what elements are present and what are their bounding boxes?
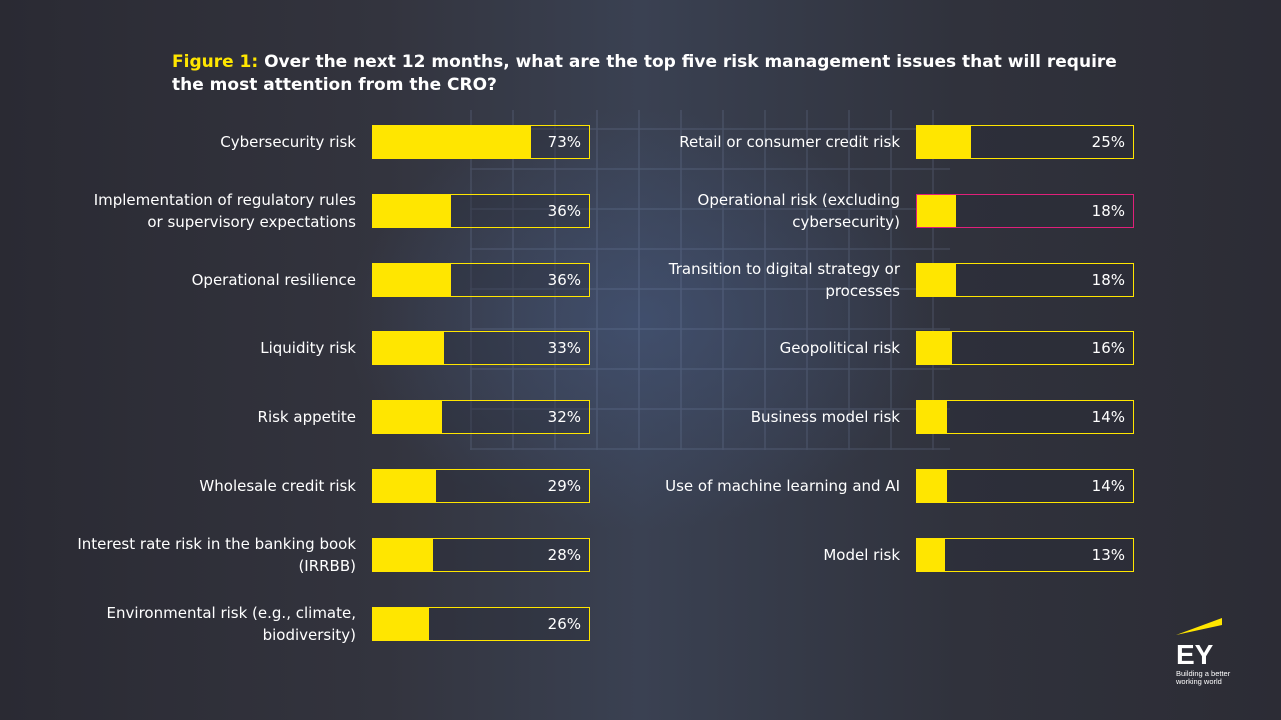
bar-row: Cybersecurity risk 73% (30, 125, 590, 159)
bar-fill (917, 332, 952, 365)
value-label: 36% (547, 201, 581, 220)
bar-fill (373, 401, 443, 434)
bar-track: 73% (372, 125, 590, 159)
bar-row: Geopolitical risk 16% (574, 331, 1134, 366)
category-label: Implementation of regulatory rules or su… (93, 190, 356, 231)
bar-row: Use of machine learning and AI 14% (574, 469, 1134, 503)
value-label: 33% (547, 339, 581, 358)
value-label: 14% (1091, 408, 1125, 427)
value-label: 25% (1091, 133, 1125, 151)
svg-text:EY: EY (1176, 639, 1214, 670)
bar-track: 16% (916, 331, 1134, 366)
bar-track: 18% (916, 193, 1134, 228)
bar-track: 28% (372, 537, 590, 572)
value-label: 73% (547, 133, 581, 151)
figure-label: Figure 1: (172, 52, 259, 72)
chart-title: Figure 1: Over the next 12 months, what … (172, 51, 1152, 97)
bar-fill (373, 194, 451, 227)
ey-logo: EY Building a better working world (1175, 618, 1246, 688)
bar-fill (917, 401, 948, 434)
bar-fill (373, 126, 531, 158)
background-window (470, 110, 950, 450)
bar-fill (917, 194, 956, 227)
bar-track: 18% (916, 262, 1134, 297)
category-label: Liquidity risk (260, 339, 356, 358)
category-label: Model risk (823, 545, 900, 564)
bar-fill (373, 470, 436, 502)
category-label: Operational risk (excluding cybersecurit… (697, 190, 900, 231)
category-label: Cybersecurity risk (220, 133, 356, 151)
value-label: 18% (1091, 270, 1125, 289)
value-label: 28% (547, 545, 581, 564)
bar-track: 36% (372, 262, 590, 297)
value-label: 26% (547, 614, 581, 633)
bar-fill (917, 126, 971, 158)
bar-track: 33% (372, 331, 590, 366)
bar-row: Wholesale credit risk 29% (30, 469, 590, 503)
value-label: 36% (547, 270, 581, 289)
bar-track: 26% (372, 606, 590, 641)
title-text: Over the next 12 months, what are the to… (172, 52, 1117, 95)
bar-row: Implementation of regulatory rules or su… (30, 191, 590, 231)
bar-track: 36% (372, 193, 590, 228)
value-label: 32% (547, 408, 581, 427)
bar-row: Interest rate risk in the banking book (… (30, 535, 590, 575)
value-label: 18% (1091, 201, 1125, 220)
value-label: 13% (1091, 545, 1125, 564)
category-label: Wholesale credit risk (199, 477, 356, 495)
bar-fill (373, 332, 445, 365)
bar-fill (373, 263, 451, 296)
bar-track: 29% (372, 469, 590, 503)
category-label: Interest rate risk in the banking book (… (77, 534, 356, 575)
bar-track: 32% (372, 400, 590, 435)
bar-fill (917, 263, 956, 296)
bar-fill (917, 538, 946, 571)
category-label: Business model risk (750, 408, 900, 427)
value-label: 14% (1091, 477, 1125, 495)
bar-track: 14% (916, 400, 1134, 435)
category-label: Operational resilience (191, 270, 356, 289)
svg-text:working world: working world (1176, 677, 1222, 686)
bar-row: Transition to digital strategy or proces… (574, 260, 1134, 300)
bar-fill (373, 607, 430, 640)
category-label: Transition to digital strategy or proces… (668, 259, 900, 300)
bar-row: Liquidity risk 33% (30, 331, 590, 366)
bar-row: Model risk 13% (574, 537, 1134, 572)
bar-fill (917, 470, 948, 502)
category-label: Retail or consumer credit risk (679, 133, 900, 151)
bar-row: Business model risk 14% (574, 400, 1134, 435)
bar-track: 13% (916, 537, 1134, 572)
category-label: Use of machine learning and AI (665, 477, 900, 495)
bar-row: Risk appetite 32% (30, 400, 590, 435)
bar-row: Operational risk (excluding cybersecurit… (574, 191, 1134, 231)
bar-row: Retail or consumer credit risk 25% (574, 125, 1134, 159)
bar-fill (373, 538, 434, 571)
bar-row: Operational resilience 36% (30, 262, 590, 297)
svg-text:Building a better: Building a better (1176, 669, 1231, 678)
value-label: 29% (547, 477, 581, 495)
bar-track: 14% (916, 469, 1134, 503)
value-label: 16% (1091, 339, 1125, 358)
category-label: Risk appetite (257, 408, 356, 427)
category-label: Environmental risk (e.g., climate, biodi… (106, 603, 356, 644)
category-label: Geopolitical risk (779, 339, 900, 358)
bar-track: 25% (916, 125, 1134, 159)
bar-row: Environmental risk (e.g., climate, biodi… (30, 604, 590, 644)
